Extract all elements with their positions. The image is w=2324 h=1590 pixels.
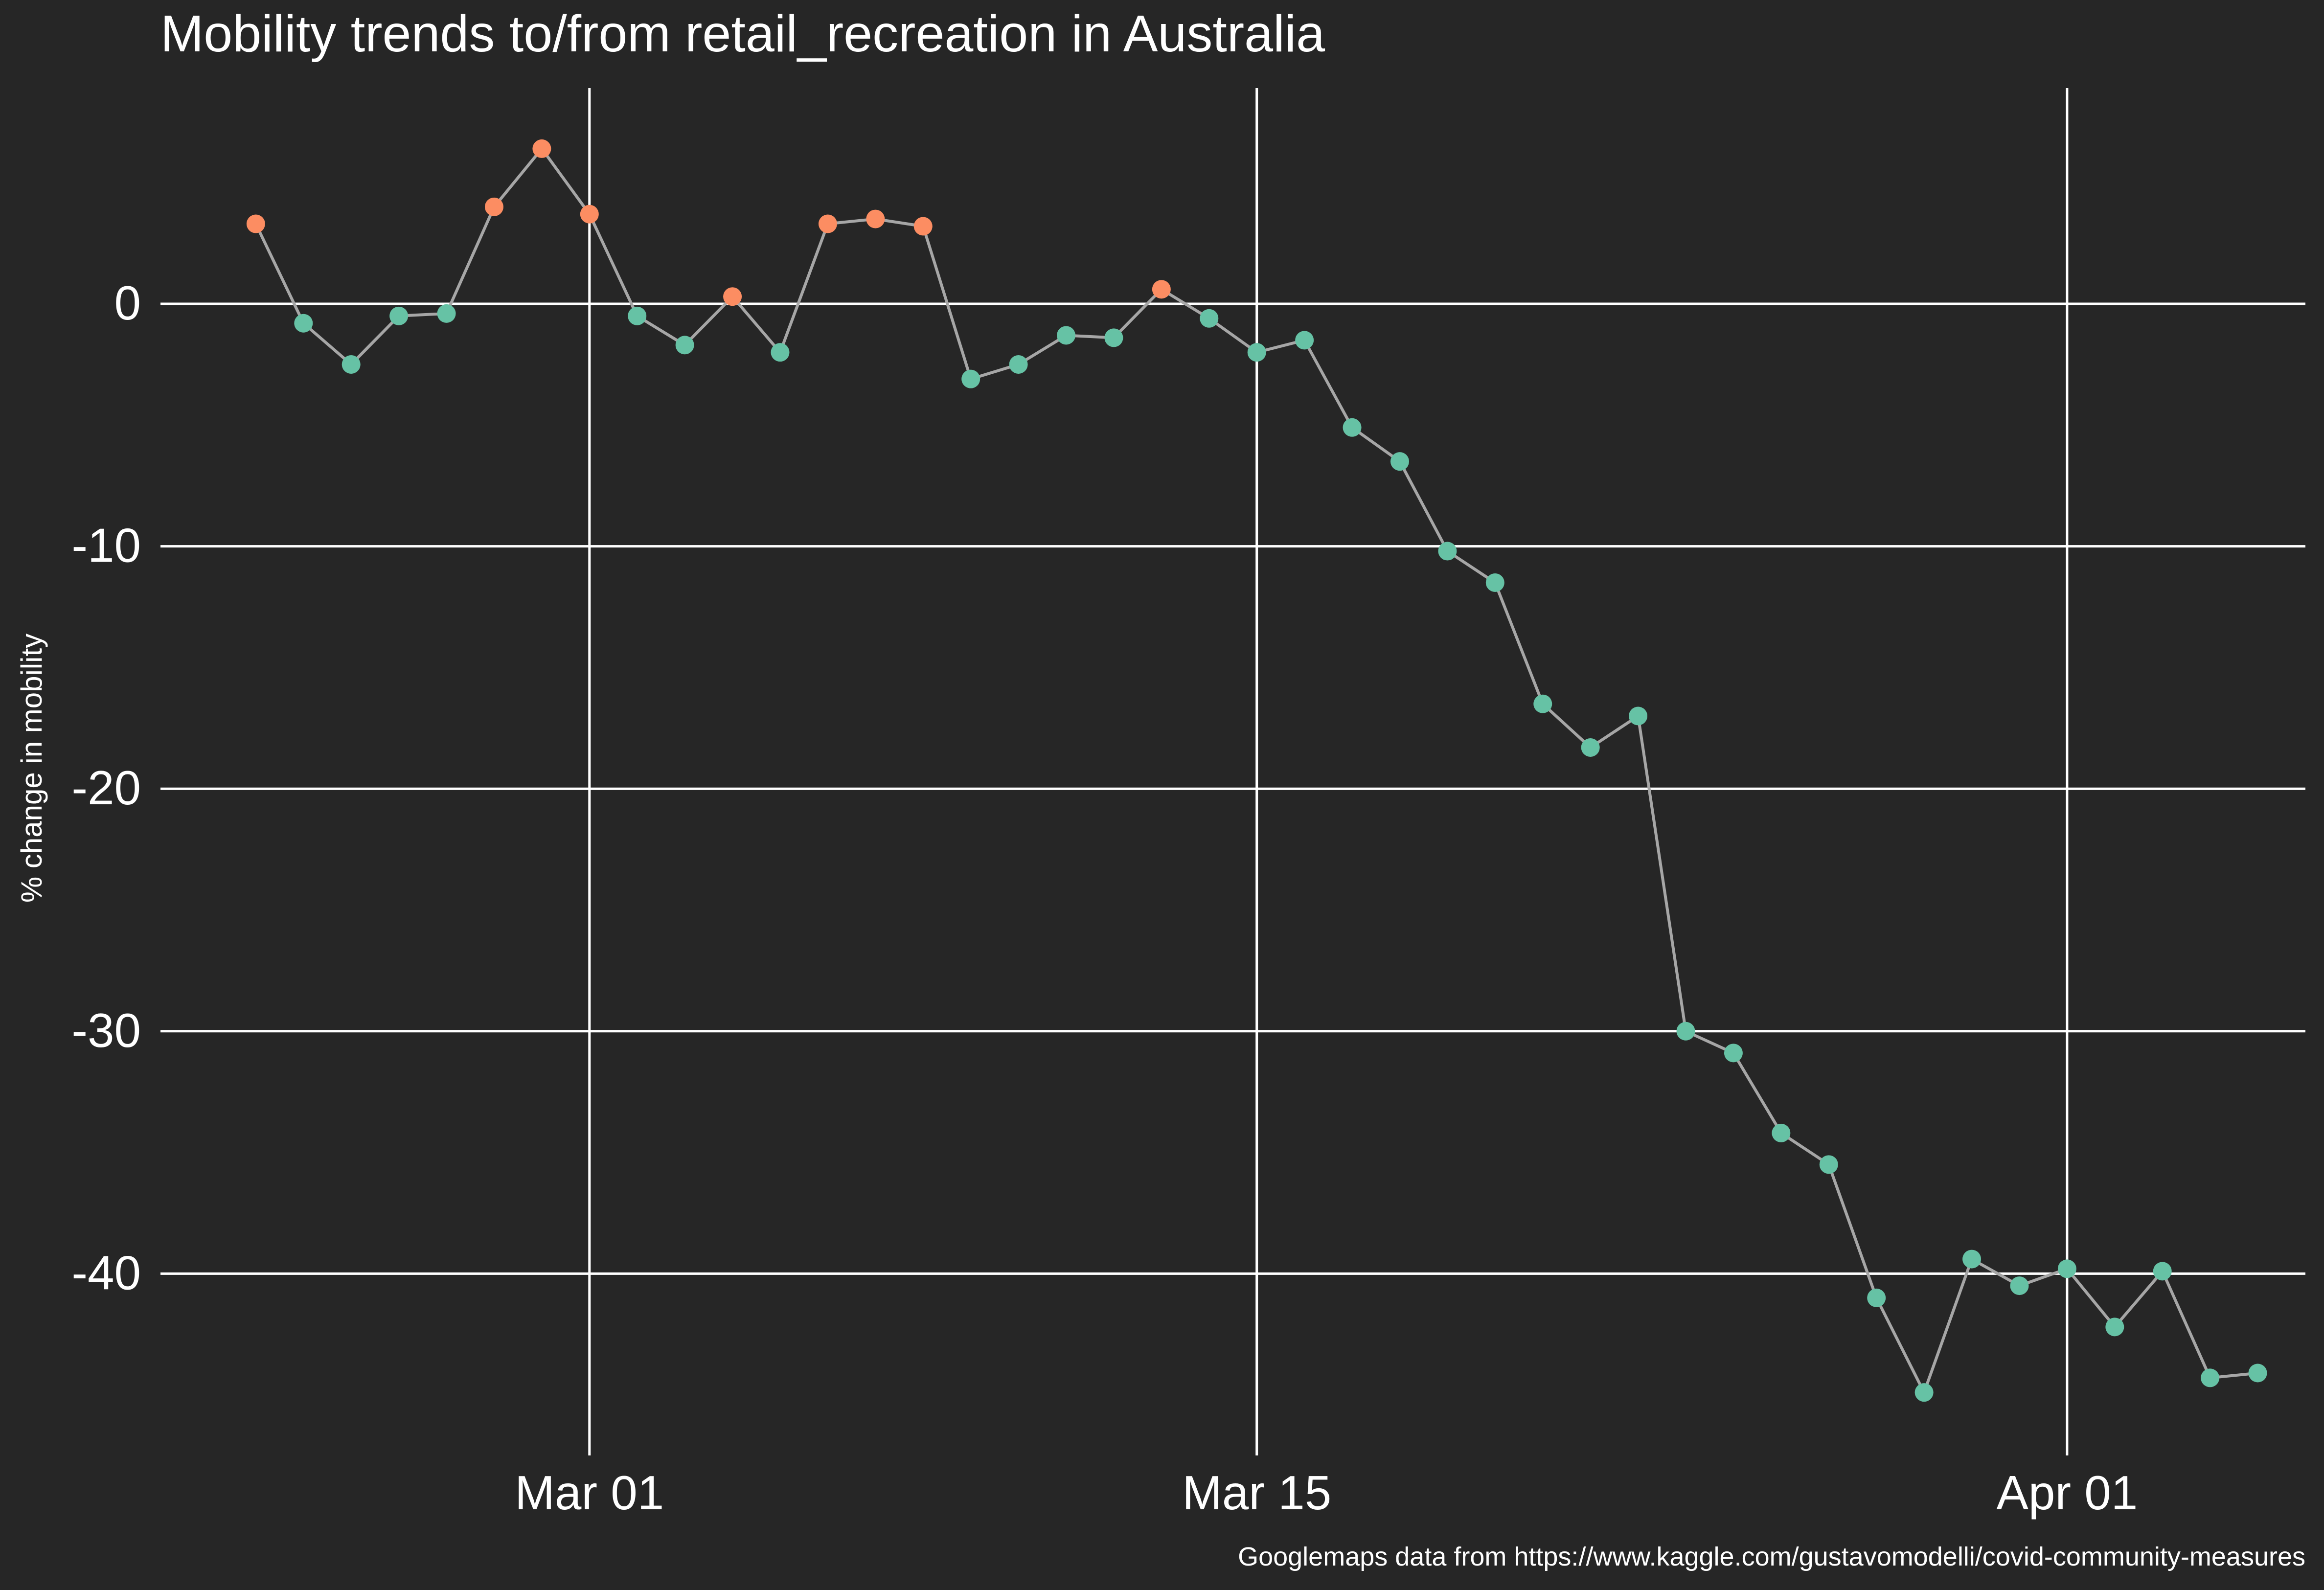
data-point [1772,1123,1791,1142]
data-point [1485,573,1504,592]
data-point [818,214,837,233]
data-point [1390,452,1409,471]
data-point [1295,331,1314,350]
data-point [1009,355,1028,374]
data-point [1438,542,1457,561]
data-point [246,214,265,233]
data-point [1629,706,1648,726]
x-tick-label: Mar 01 [515,1466,664,1520]
data-point [2201,1368,2220,1387]
x-tick-label: Apr 01 [1997,1466,2138,1520]
y-tick-label: -30 [71,1003,141,1057]
x-tick-label: Mar 15 [1182,1466,1331,1520]
data-point [389,306,409,325]
data-point [1104,328,1123,347]
data-point [1247,343,1266,362]
data-point [866,209,885,228]
y-tick-label: 0 [114,276,141,330]
data-point [437,304,456,323]
data-point [342,355,361,374]
data-point [961,369,980,388]
data-point [1581,738,1600,757]
tick-labels: 0 -10 -20 -30 -40 Mar 01 Mar 15 Apr 01 [71,276,2138,1520]
y-tick-label: -10 [71,519,141,572]
chart-title: Mobility trends to/from retail_recreatio… [160,5,1325,63]
data-point [1819,1155,1838,1174]
data-point [1152,280,1171,299]
data-point [913,217,933,236]
data-point [1200,309,1219,328]
data-point [1057,326,1076,345]
data-point [723,287,742,306]
data-point [628,306,647,325]
data-point [2248,1363,2267,1383]
gridlines [160,88,2305,1455]
data-point [2057,1259,2076,1278]
data-point [580,204,599,224]
data-point [484,197,503,216]
data-point [1724,1044,1743,1063]
y-tick-label: -20 [71,761,141,815]
data-point [2010,1276,2029,1295]
data-point [1867,1288,1886,1307]
y-axis-label: % change in mobility [15,634,48,903]
data-point [294,314,313,333]
data-point [1914,1383,1934,1402]
data-points [246,139,2267,1402]
data-point [1343,418,1362,437]
chart-caption: Googlemaps data from https://www.kaggle.… [1238,1542,2305,1571]
data-point [771,343,790,362]
data-point [532,139,551,158]
y-tick-label: -40 [71,1246,141,1299]
data-point [675,336,694,355]
data-point [1676,1022,1695,1041]
data-point [1533,694,1552,713]
data-point [2153,1262,2172,1281]
data-point [2105,1317,2124,1337]
data-point [1962,1249,1982,1269]
